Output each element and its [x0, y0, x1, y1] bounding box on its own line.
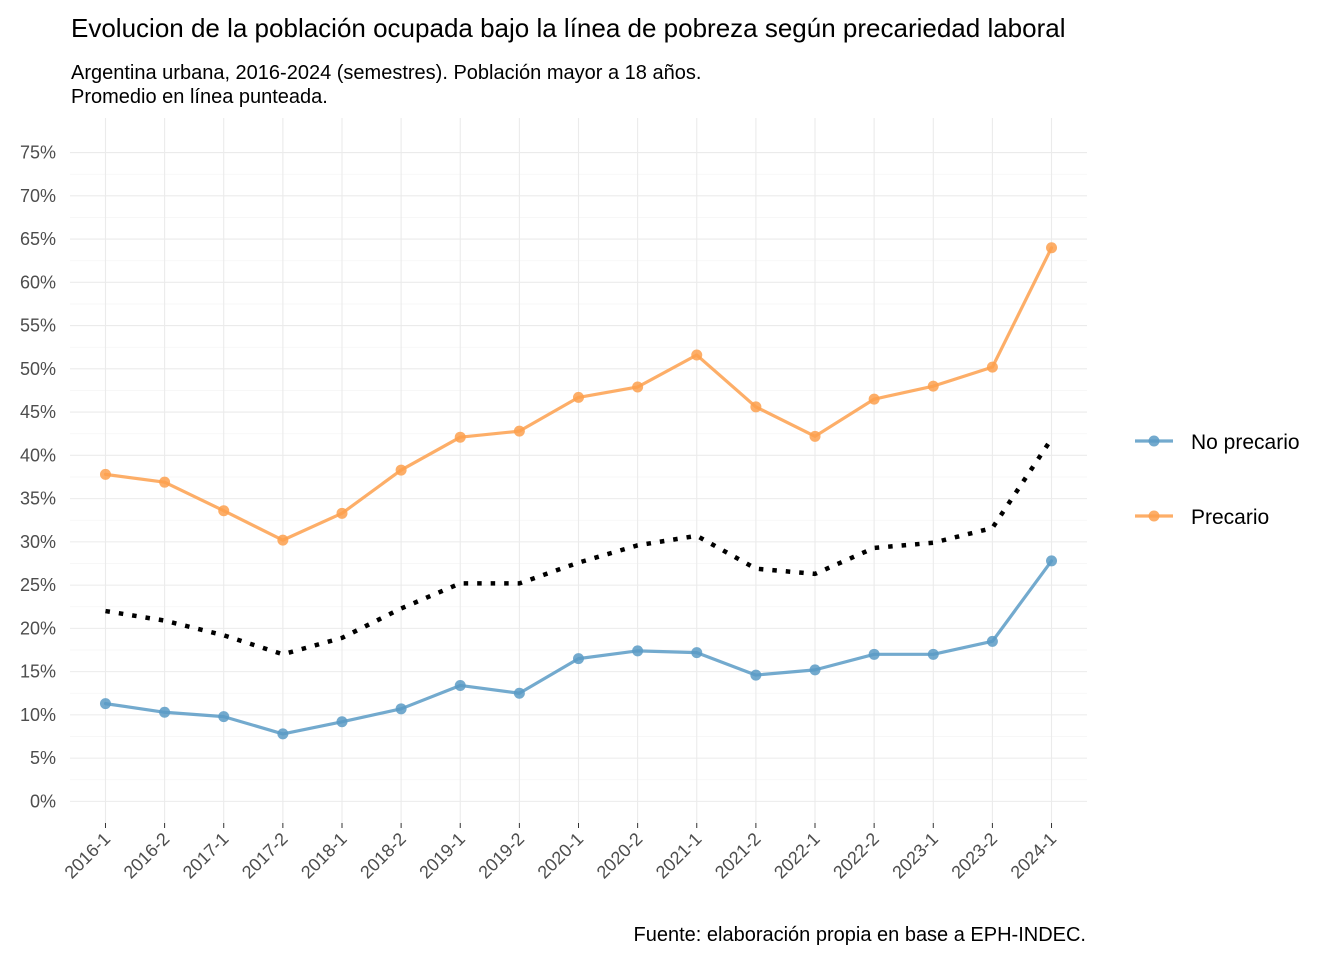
x-tick-label: 2017-1 — [179, 829, 233, 883]
data-point-precario — [573, 391, 584, 403]
y-tick-label: 50% — [20, 359, 56, 379]
series-layer — [99, 242, 1058, 740]
chart-caption: Fuente: elaboración propia en base a EPH… — [634, 924, 1086, 946]
x-tick-label: 2022-1 — [770, 829, 824, 883]
data-point-no-precario — [336, 716, 348, 728]
data-point-precario — [513, 425, 525, 437]
x-tick-label: 2016-2 — [120, 829, 174, 883]
y-tick-label: 35% — [20, 489, 56, 509]
x-tick-label: 2023-2 — [947, 829, 1001, 883]
x-tick-label: 2022-2 — [829, 829, 883, 883]
x-tick-label: 2020-1 — [534, 829, 588, 883]
y-tick-label: 5% — [30, 748, 56, 768]
x-tick-label: 2021-2 — [711, 829, 765, 883]
data-point-precario — [336, 507, 348, 519]
x-tick-label: 2016-1 — [61, 829, 115, 883]
data-point-precario — [927, 380, 939, 392]
data-point-precario — [277, 534, 289, 546]
legend: No precario Precario — [1135, 431, 1300, 529]
data-point-precario — [691, 349, 703, 361]
data-point-precario — [986, 361, 998, 373]
legend-key-point — [1148, 510, 1160, 522]
data-point-precario — [750, 401, 762, 413]
data-point-no-precario — [691, 647, 703, 659]
data-point-no-precario — [868, 648, 880, 660]
grid-layer — [70, 118, 1087, 823]
data-point-precario — [218, 505, 230, 517]
data-point-precario — [1046, 242, 1058, 254]
y-tick-label: 20% — [20, 618, 56, 638]
legend-key-point — [1148, 435, 1160, 447]
legend-label: Precario — [1191, 506, 1269, 529]
data-point-no-precario — [218, 711, 230, 723]
y-tick-label: 40% — [20, 445, 56, 465]
y-tick-label: 75% — [20, 143, 56, 163]
x-axis-ticks: 2016-1 2016-2 2017-1 2017-2 2018-1 2018-2 2019… — [61, 823, 1061, 883]
data-point-precario — [809, 430, 821, 442]
data-point-no-precario — [513, 687, 525, 699]
x-tick-label: 2017-2 — [238, 829, 292, 883]
data-point-precario — [868, 393, 880, 405]
data-point-no-precario — [454, 679, 466, 691]
plot-area: 0% 5% 10% 15% 20% 25% 30% 35% 40% 45% 50% 55% 60% 65%… — [20, 118, 1087, 882]
data-point-no-precario — [809, 664, 821, 676]
x-tick-label: 2018-2 — [356, 829, 410, 883]
y-tick-label: 65% — [20, 229, 56, 249]
data-point-no-precario — [986, 635, 998, 647]
data-point-no-precario — [395, 703, 407, 715]
y-tick-label: 45% — [20, 402, 56, 422]
data-point-no-precario — [632, 645, 644, 657]
data-point-precario — [632, 381, 644, 393]
y-tick-label: 60% — [20, 272, 56, 292]
y-tick-label: 30% — [20, 532, 56, 552]
x-tick-label: 2020-2 — [593, 829, 647, 883]
average-layer — [105, 437, 1054, 657]
y-tick-label: 15% — [20, 662, 56, 682]
x-tick-label: 2019-1 — [415, 829, 469, 883]
x-tick-label: 2023-1 — [888, 829, 942, 883]
x-tick-label: 2019-2 — [474, 829, 528, 883]
data-point-precario — [395, 464, 407, 476]
data-point-precario — [99, 468, 111, 480]
legend-label: No precario — [1191, 431, 1300, 454]
chart-title: Evolucion de la población ocupada bajo l… — [71, 13, 1066, 43]
legend-item-precario: Precario — [1135, 506, 1269, 529]
data-point-no-precario — [159, 706, 171, 718]
y-axis-ticks: 0% 5% 10% 15% 20% 25% 30% 35% 40% 45% 50% 55% 60% 65%… — [20, 143, 56, 812]
data-point-no-precario — [750, 669, 762, 681]
average-line — [105, 437, 1054, 657]
legend-item-no-precario: No precario — [1135, 431, 1300, 454]
chart-subtitle-line-2: Promedio en línea punteada. — [71, 86, 328, 108]
chart-subtitle-line-1: Argentina urbana, 2016-2024 (semestres).… — [71, 62, 701, 84]
y-tick-label: 10% — [20, 705, 56, 725]
data-point-precario — [159, 476, 171, 488]
x-tick-label: 2024-1 — [1007, 829, 1061, 883]
data-point-no-precario — [1046, 555, 1058, 567]
y-tick-label: 0% — [30, 791, 56, 811]
data-point-no-precario — [277, 728, 289, 740]
y-tick-label: 25% — [20, 575, 56, 595]
data-point-no-precario — [99, 698, 111, 710]
data-point-no-precario — [927, 648, 939, 660]
data-point-precario — [454, 431, 466, 443]
data-point-no-precario — [573, 653, 584, 665]
x-tick-label: 2018-1 — [297, 829, 351, 883]
y-tick-label: 55% — [20, 316, 56, 336]
y-tick-label: 70% — [20, 186, 56, 206]
x-tick-label: 2021-1 — [652, 829, 706, 883]
